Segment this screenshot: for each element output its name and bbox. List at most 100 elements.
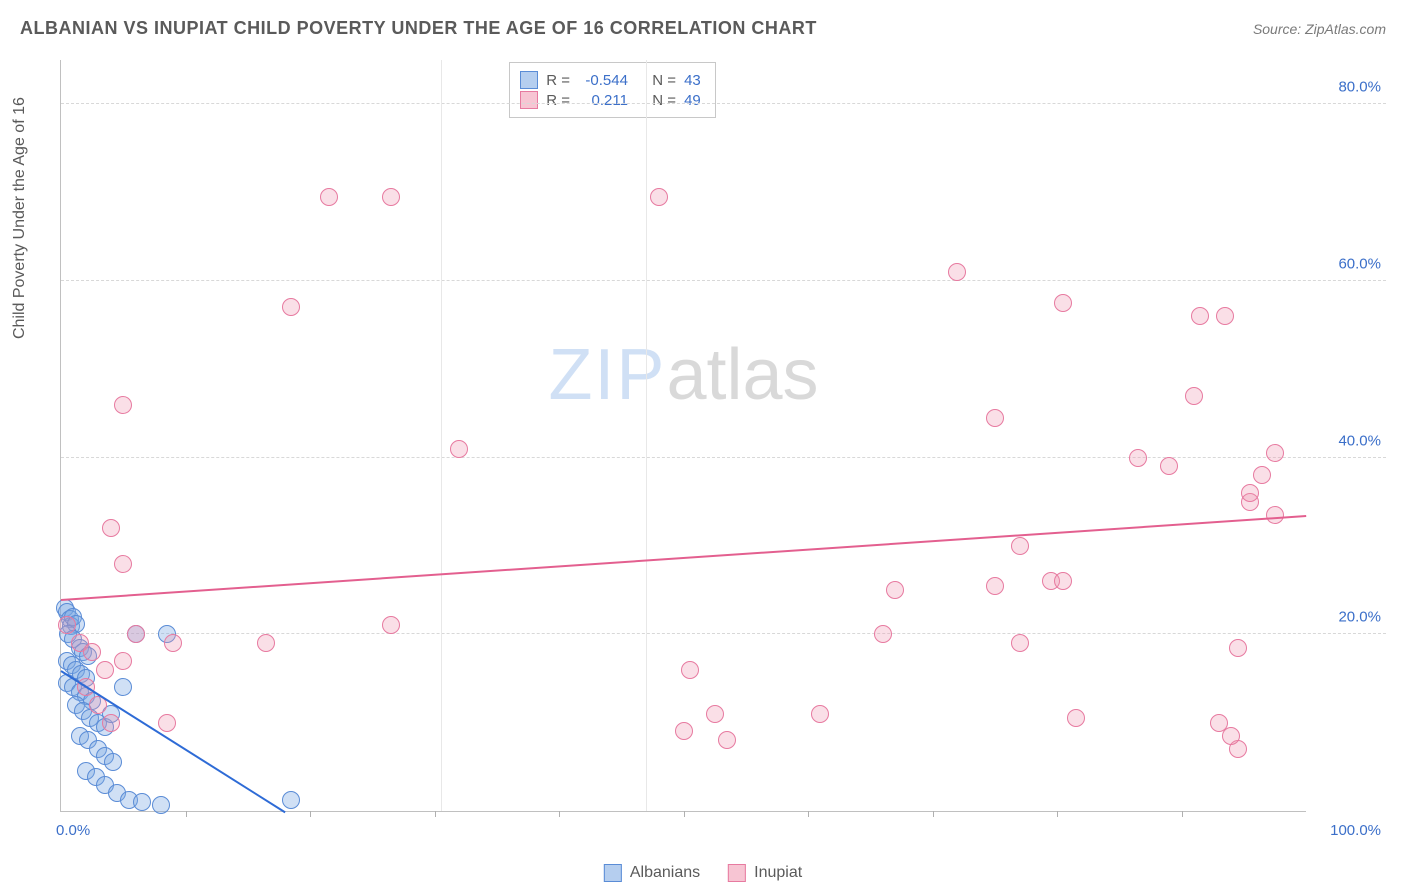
x-tick [1182, 811, 1183, 817]
x-tick-label: 0.0% [56, 822, 90, 839]
source-prefix: Source: [1253, 21, 1305, 37]
scatter-point-s1 [133, 793, 151, 811]
scatter-point-s2 [986, 409, 1004, 427]
scatter-point-s2 [706, 705, 724, 723]
stat-r-label: R = [546, 72, 570, 89]
scatter-point-s2 [948, 263, 966, 281]
scatter-point-s1 [104, 753, 122, 771]
chart-title: ALBANIAN VS INUPIAT CHILD POVERTY UNDER … [20, 18, 817, 39]
scatter-point-s2 [1229, 639, 1247, 657]
legend-swatch [728, 864, 746, 882]
scatter-point-s2 [83, 643, 101, 661]
chart-header: ALBANIAN VS INUPIAT CHILD POVERTY UNDER … [20, 18, 1386, 39]
scatter-point-s2 [1067, 709, 1085, 727]
scatter-point-s2 [114, 396, 132, 414]
watermark-zip: ZIP [548, 335, 666, 415]
scatter-point-s2 [681, 661, 699, 679]
x-tick [933, 811, 934, 817]
scatter-point-s2 [675, 722, 693, 740]
stat-n-value: 49 [684, 92, 701, 109]
scatter-point-s2 [320, 188, 338, 206]
legend-label: Albanians [630, 864, 700, 882]
scatter-point-s2 [1241, 484, 1259, 502]
scatter-point-s2 [1216, 307, 1234, 325]
scatter-point-s1 [152, 796, 170, 814]
gridline-h [61, 457, 1386, 458]
gridline-h [61, 280, 1386, 281]
y-tick-label: 40.0% [1338, 432, 1381, 449]
plot-area: ZIPatlas R = -0.544 N = 43 R = 0.211 N = 49… [60, 60, 1306, 812]
x-tick [435, 811, 436, 817]
scatter-point-s1 [114, 678, 132, 696]
gridline-h [61, 633, 1386, 634]
legend-label: Inupiat [754, 864, 802, 882]
x-tick [808, 811, 809, 817]
scatter-point-s2 [1054, 294, 1072, 312]
chart-container: Child Poverty Under the Age of 16 ZIPatl… [50, 60, 1386, 842]
scatter-point-s2 [1266, 506, 1284, 524]
scatter-point-s2 [1054, 572, 1072, 590]
scatter-point-s2 [986, 577, 1004, 595]
legend-item: Inupiat [728, 864, 802, 882]
stat-r-label: R = [546, 92, 570, 109]
scatter-point-s2 [114, 652, 132, 670]
y-axis-label: Child Poverty Under the Age of 16 [11, 97, 29, 339]
scatter-point-s2 [114, 555, 132, 573]
y-tick-label: 60.0% [1338, 255, 1381, 272]
scatter-point-s2 [382, 188, 400, 206]
scatter-point-s2 [650, 188, 668, 206]
x-tick [186, 811, 187, 817]
y-tick-label: 80.0% [1338, 79, 1381, 96]
x-tick [1057, 811, 1058, 817]
x-tick [559, 811, 560, 817]
scatter-point-s2 [1266, 444, 1284, 462]
scatter-point-s2 [1129, 449, 1147, 467]
scatter-point-s2 [811, 705, 829, 723]
legend-swatch [604, 864, 622, 882]
scatter-point-s1 [282, 791, 300, 809]
scatter-point-s2 [102, 714, 120, 732]
scatter-point-s2 [1011, 634, 1029, 652]
scatter-point-s2 [1191, 307, 1209, 325]
scatter-point-s2 [164, 634, 182, 652]
scatter-point-s2 [1011, 537, 1029, 555]
stat-r-value: 0.211 [578, 92, 628, 109]
source-name: ZipAtlas.com [1305, 21, 1386, 37]
legend-item: Albanians [604, 864, 700, 882]
x-tick [684, 811, 685, 817]
stat-r-value: -0.544 [578, 72, 628, 89]
stats-box: R = -0.544 N = 43 R = 0.211 N = 49 [509, 62, 716, 118]
scatter-point-s2 [282, 298, 300, 316]
stat-n-label: N = [652, 72, 676, 89]
scatter-point-s2 [874, 625, 892, 643]
stats-swatch [520, 91, 538, 109]
scatter-point-s2 [257, 634, 275, 652]
watermark-atlas: atlas [666, 335, 818, 415]
trend-line-s2 [61, 515, 1306, 601]
stat-n-value: 43 [684, 72, 701, 89]
scatter-point-s2 [158, 714, 176, 732]
bottom-legend: Albanians Inupiat [604, 864, 802, 882]
y-tick-label: 20.0% [1338, 609, 1381, 626]
gridline-h [61, 103, 1386, 104]
x-tick [310, 811, 311, 817]
gridline-v [646, 60, 647, 811]
x-tick-label: 100.0% [1330, 822, 1381, 839]
scatter-point-s2 [58, 616, 76, 634]
scatter-point-s2 [382, 616, 400, 634]
watermark: ZIPatlas [548, 334, 818, 416]
scatter-point-s2 [102, 519, 120, 537]
stats-row: R = 0.211 N = 49 [520, 91, 701, 109]
stats-swatch [520, 71, 538, 89]
scatter-point-s2 [96, 661, 114, 679]
scatter-point-s2 [1185, 387, 1203, 405]
scatter-point-s2 [886, 581, 904, 599]
chart-source: Source: ZipAtlas.com [1253, 21, 1386, 37]
stats-row: R = -0.544 N = 43 [520, 71, 701, 89]
gridline-v [441, 60, 442, 811]
scatter-point-s2 [127, 625, 145, 643]
scatter-point-s2 [1222, 727, 1240, 745]
scatter-point-s2 [450, 440, 468, 458]
stat-n-label: N = [652, 92, 676, 109]
scatter-point-s2 [1253, 466, 1271, 484]
